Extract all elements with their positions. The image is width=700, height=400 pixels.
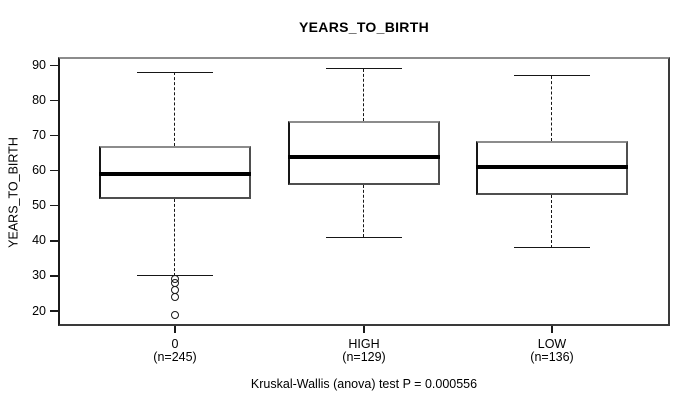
y-axis-tick [50, 99, 58, 102]
upper-whisker-line [174, 72, 176, 147]
y-axis-tick-label: 50 [32, 198, 46, 213]
upper-whisker-cap [137, 71, 213, 73]
x-axis-tick [551, 326, 553, 333]
iqr-box [288, 121, 440, 185]
median-line [476, 165, 628, 170]
upper-whisker-cap [514, 75, 590, 77]
y-axis-tick [50, 240, 58, 242]
median-line [288, 154, 440, 159]
y-axis-tick [50, 169, 58, 172]
outlier-point [171, 292, 179, 301]
group-n-label: (n=245) [153, 350, 197, 364]
y-axis-tick-label: 70 [32, 128, 46, 142]
outlier-point [171, 310, 179, 319]
chart-title: YEARS_TO_BIRTH [299, 19, 429, 35]
lower-whisker-cap [514, 247, 590, 249]
x-axis-tick [363, 326, 365, 333]
y-axis-tick [50, 275, 58, 277]
lower-whisker-line [551, 195, 553, 248]
y-axis-tick-label: 20 [32, 303, 46, 318]
y-axis-tick-label: 60 [32, 163, 46, 178]
upper-whisker-line [363, 68, 365, 122]
y-axis-tick-label: 30 [32, 268, 46, 283]
plot-frame [58, 57, 670, 326]
group-n-label: (n=129) [342, 350, 386, 364]
kruskal-wallis-annotation: Kruskal-Wallis (anova) test P = 0.000556 [250, 377, 478, 391]
lower-whisker-line [174, 198, 176, 276]
y-axis-tick-label: 40 [32, 233, 46, 248]
x-axis-tick [174, 326, 176, 333]
upper-whisker-cap [326, 68, 402, 70]
y-axis-tick [50, 204, 58, 207]
y-axis-tick [50, 64, 58, 67]
y-axis-title: YEARS_TO_BIRTH [6, 137, 21, 248]
y-axis-tick-label: 90 [32, 57, 46, 72]
group-n-label: (n=136) [530, 350, 574, 364]
group-label: 0 [171, 337, 179, 351]
upper-whisker-line [551, 75, 553, 141]
group-label: LOW [537, 337, 567, 351]
y-axis-tick [50, 134, 58, 137]
lower-whisker-cap [326, 236, 402, 238]
y-axis-tick [50, 310, 58, 312]
y-axis-tick-label: 80 [32, 92, 46, 107]
median-line [99, 172, 251, 177]
lower-whisker-line [363, 184, 365, 238]
group-label: HIGH [348, 337, 380, 351]
